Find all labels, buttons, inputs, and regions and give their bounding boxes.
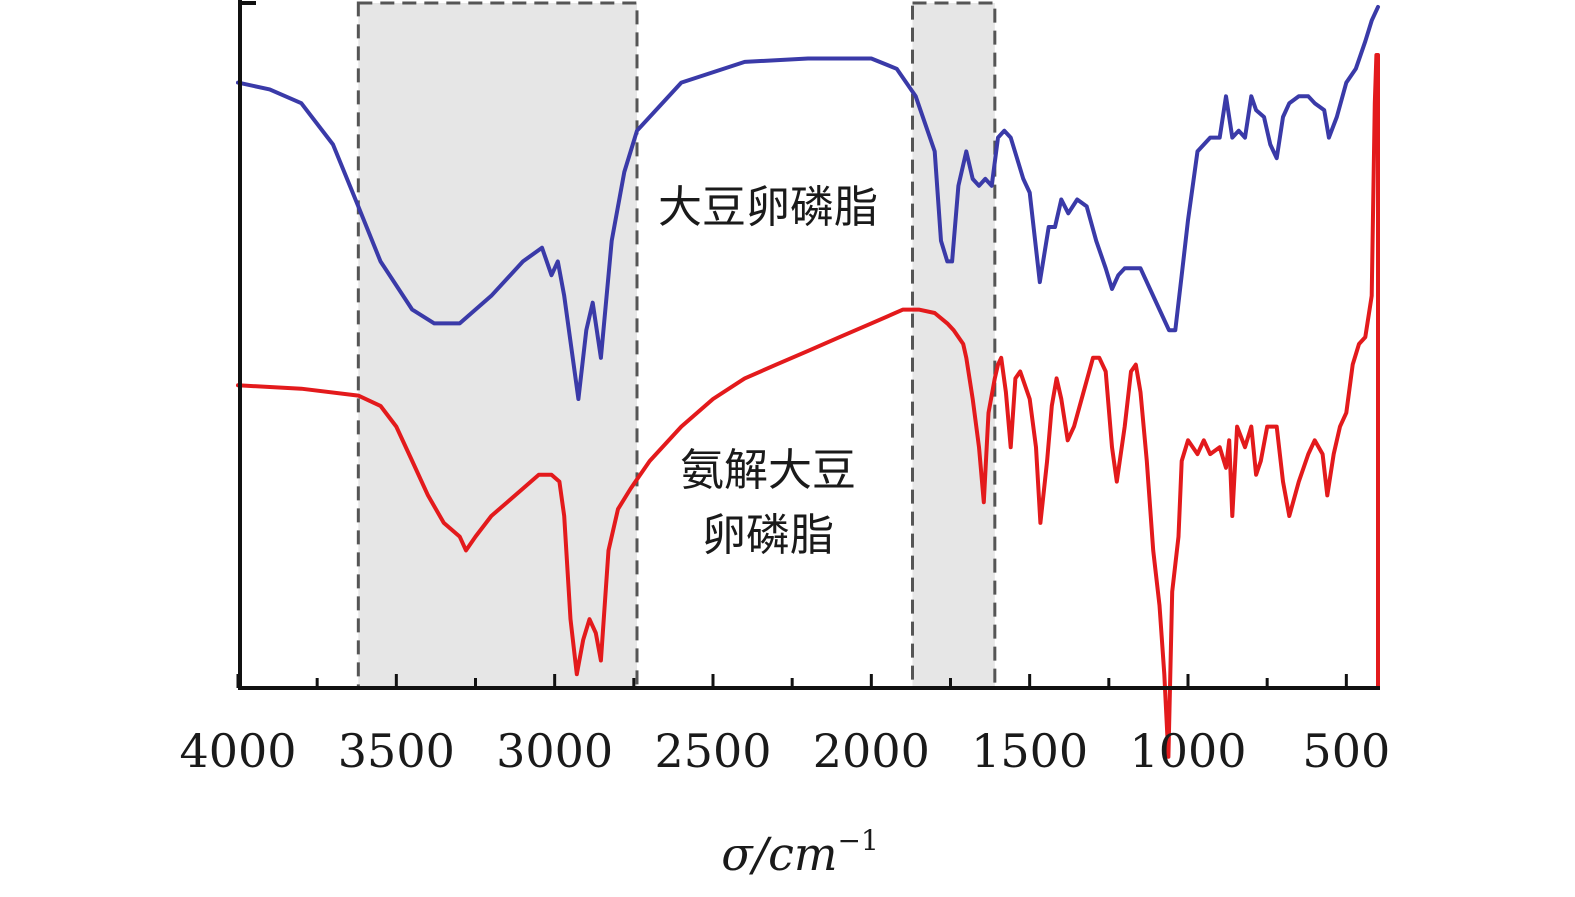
x-tick-label: 2500: [654, 724, 771, 778]
x-tick-label: 3000: [496, 724, 613, 778]
x-axis-title: σ/cm−1: [721, 824, 879, 881]
series-line-1: [236, 4, 1380, 401]
x-tick-label: 1000: [1129, 724, 1246, 778]
x-tick-label: 1500: [971, 724, 1088, 778]
x-tick-label: 3500: [338, 724, 455, 778]
highlight-region-1: [356, 1, 639, 690]
x-axis-title-text: σ/cm: [721, 827, 837, 881]
x-axis-ticks: 4000 3500 3000 2500 2000 1500 1000 500: [179, 674, 1390, 778]
highlight-regions: [356, 1, 997, 690]
x-tick-label: 2000: [813, 724, 930, 778]
series-label-ammonolyzed-line1: 氨解大豆: [680, 445, 856, 496]
spectrum-lines: [236, 4, 1380, 759]
x-axis-title-superscript: −1: [838, 824, 879, 857]
x-tick-label: 500: [1302, 724, 1390, 778]
series-label-soy-lecithin: 大豆卵磷脂: [658, 182, 878, 233]
highlight-region-2: [911, 1, 997, 690]
axes: [238, 0, 1380, 690]
series-line-2: [236, 53, 1380, 759]
x-tick-label: 4000: [179, 724, 296, 778]
series-label-ammonolyzed-line2: 卵磷脂: [702, 510, 834, 561]
